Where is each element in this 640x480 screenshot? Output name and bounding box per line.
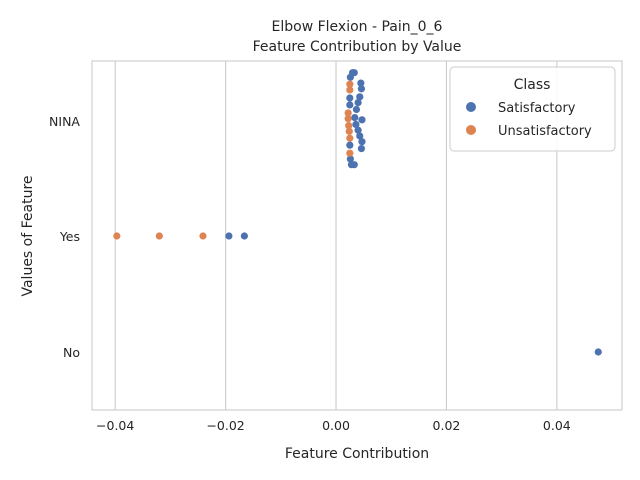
point-satisfactory [357, 85, 366, 93]
point-unsatisfactory [199, 232, 207, 240]
points [113, 69, 602, 356]
legend-box [449, 66, 616, 152]
point-satisfactory [240, 232, 248, 240]
point-unsatisfactory [344, 109, 352, 117]
y-tick-label-nina: NINA [49, 114, 80, 129]
point-unsatisfactory [346, 86, 354, 94]
legend-label-satisfactory: Satisfactory [498, 101, 576, 116]
point-unsatisfactory [155, 232, 163, 240]
point-satisfactory [354, 99, 362, 107]
point-satisfactory [357, 145, 366, 153]
y-axis-label: Values of Feature [20, 175, 36, 296]
x-tick-label: −0.02 [206, 418, 244, 433]
point-satisfactory [351, 113, 359, 122]
legend-title: Class [514, 77, 551, 93]
point-satisfactory [346, 141, 354, 149]
y-tick-label-no: No [63, 345, 80, 360]
x-tick-label: 0.02 [433, 418, 461, 433]
point-satisfactory [352, 120, 360, 129]
point-satisfactory [354, 126, 362, 134]
chart-subtitle: Feature Contribution by Value [253, 39, 462, 55]
y-tick-labels: NINA Yes No [49, 114, 80, 360]
point-satisfactory [346, 155, 354, 163]
x-tick-label: −0.04 [96, 418, 134, 433]
x-tick-label: 0.00 [322, 418, 350, 433]
point-satisfactory [346, 73, 354, 81]
point-unsatisfactory [113, 232, 121, 240]
point-unsatisfactory [346, 80, 354, 88]
point-satisfactory [356, 93, 364, 101]
legend-marker-satisfactory [466, 102, 476, 112]
point-satisfactory [594, 348, 602, 356]
plot-frame [91, 60, 623, 411]
point-unsatisfactory [346, 149, 354, 157]
point-satisfactory [357, 79, 365, 87]
point-satisfactory [352, 105, 361, 114]
x-tick-label: 0.04 [543, 418, 571, 433]
legend: Class Satisfactory Unsatisfactory [449, 66, 616, 152]
point-satisfactory [356, 132, 364, 140]
x-tick-labels: −0.04 −0.02 0.00 0.02 0.04 [96, 418, 571, 433]
point-satisfactory [346, 94, 354, 102]
x-axis-label: Feature Contribution [285, 446, 429, 462]
point-satisfactory [225, 232, 233, 240]
point-satisfactory [358, 138, 366, 146]
point-satisfactory [350, 161, 358, 169]
legend-label-unsatisfactory: Unsatisfactory [498, 124, 592, 139]
y-tick-label-yes: Yes [59, 229, 80, 244]
point-unsatisfactory [345, 122, 353, 130]
point-unsatisfactory [345, 127, 353, 135]
legend-marker-unsatisfactory [466, 125, 476, 135]
chart-title: Elbow Flexion - Pain_0_6 [272, 19, 443, 35]
point-unsatisfactory [346, 134, 354, 142]
point-unsatisfactory [344, 115, 352, 123]
point-satisfactory [358, 116, 366, 124]
point-satisfactory [346, 101, 354, 109]
